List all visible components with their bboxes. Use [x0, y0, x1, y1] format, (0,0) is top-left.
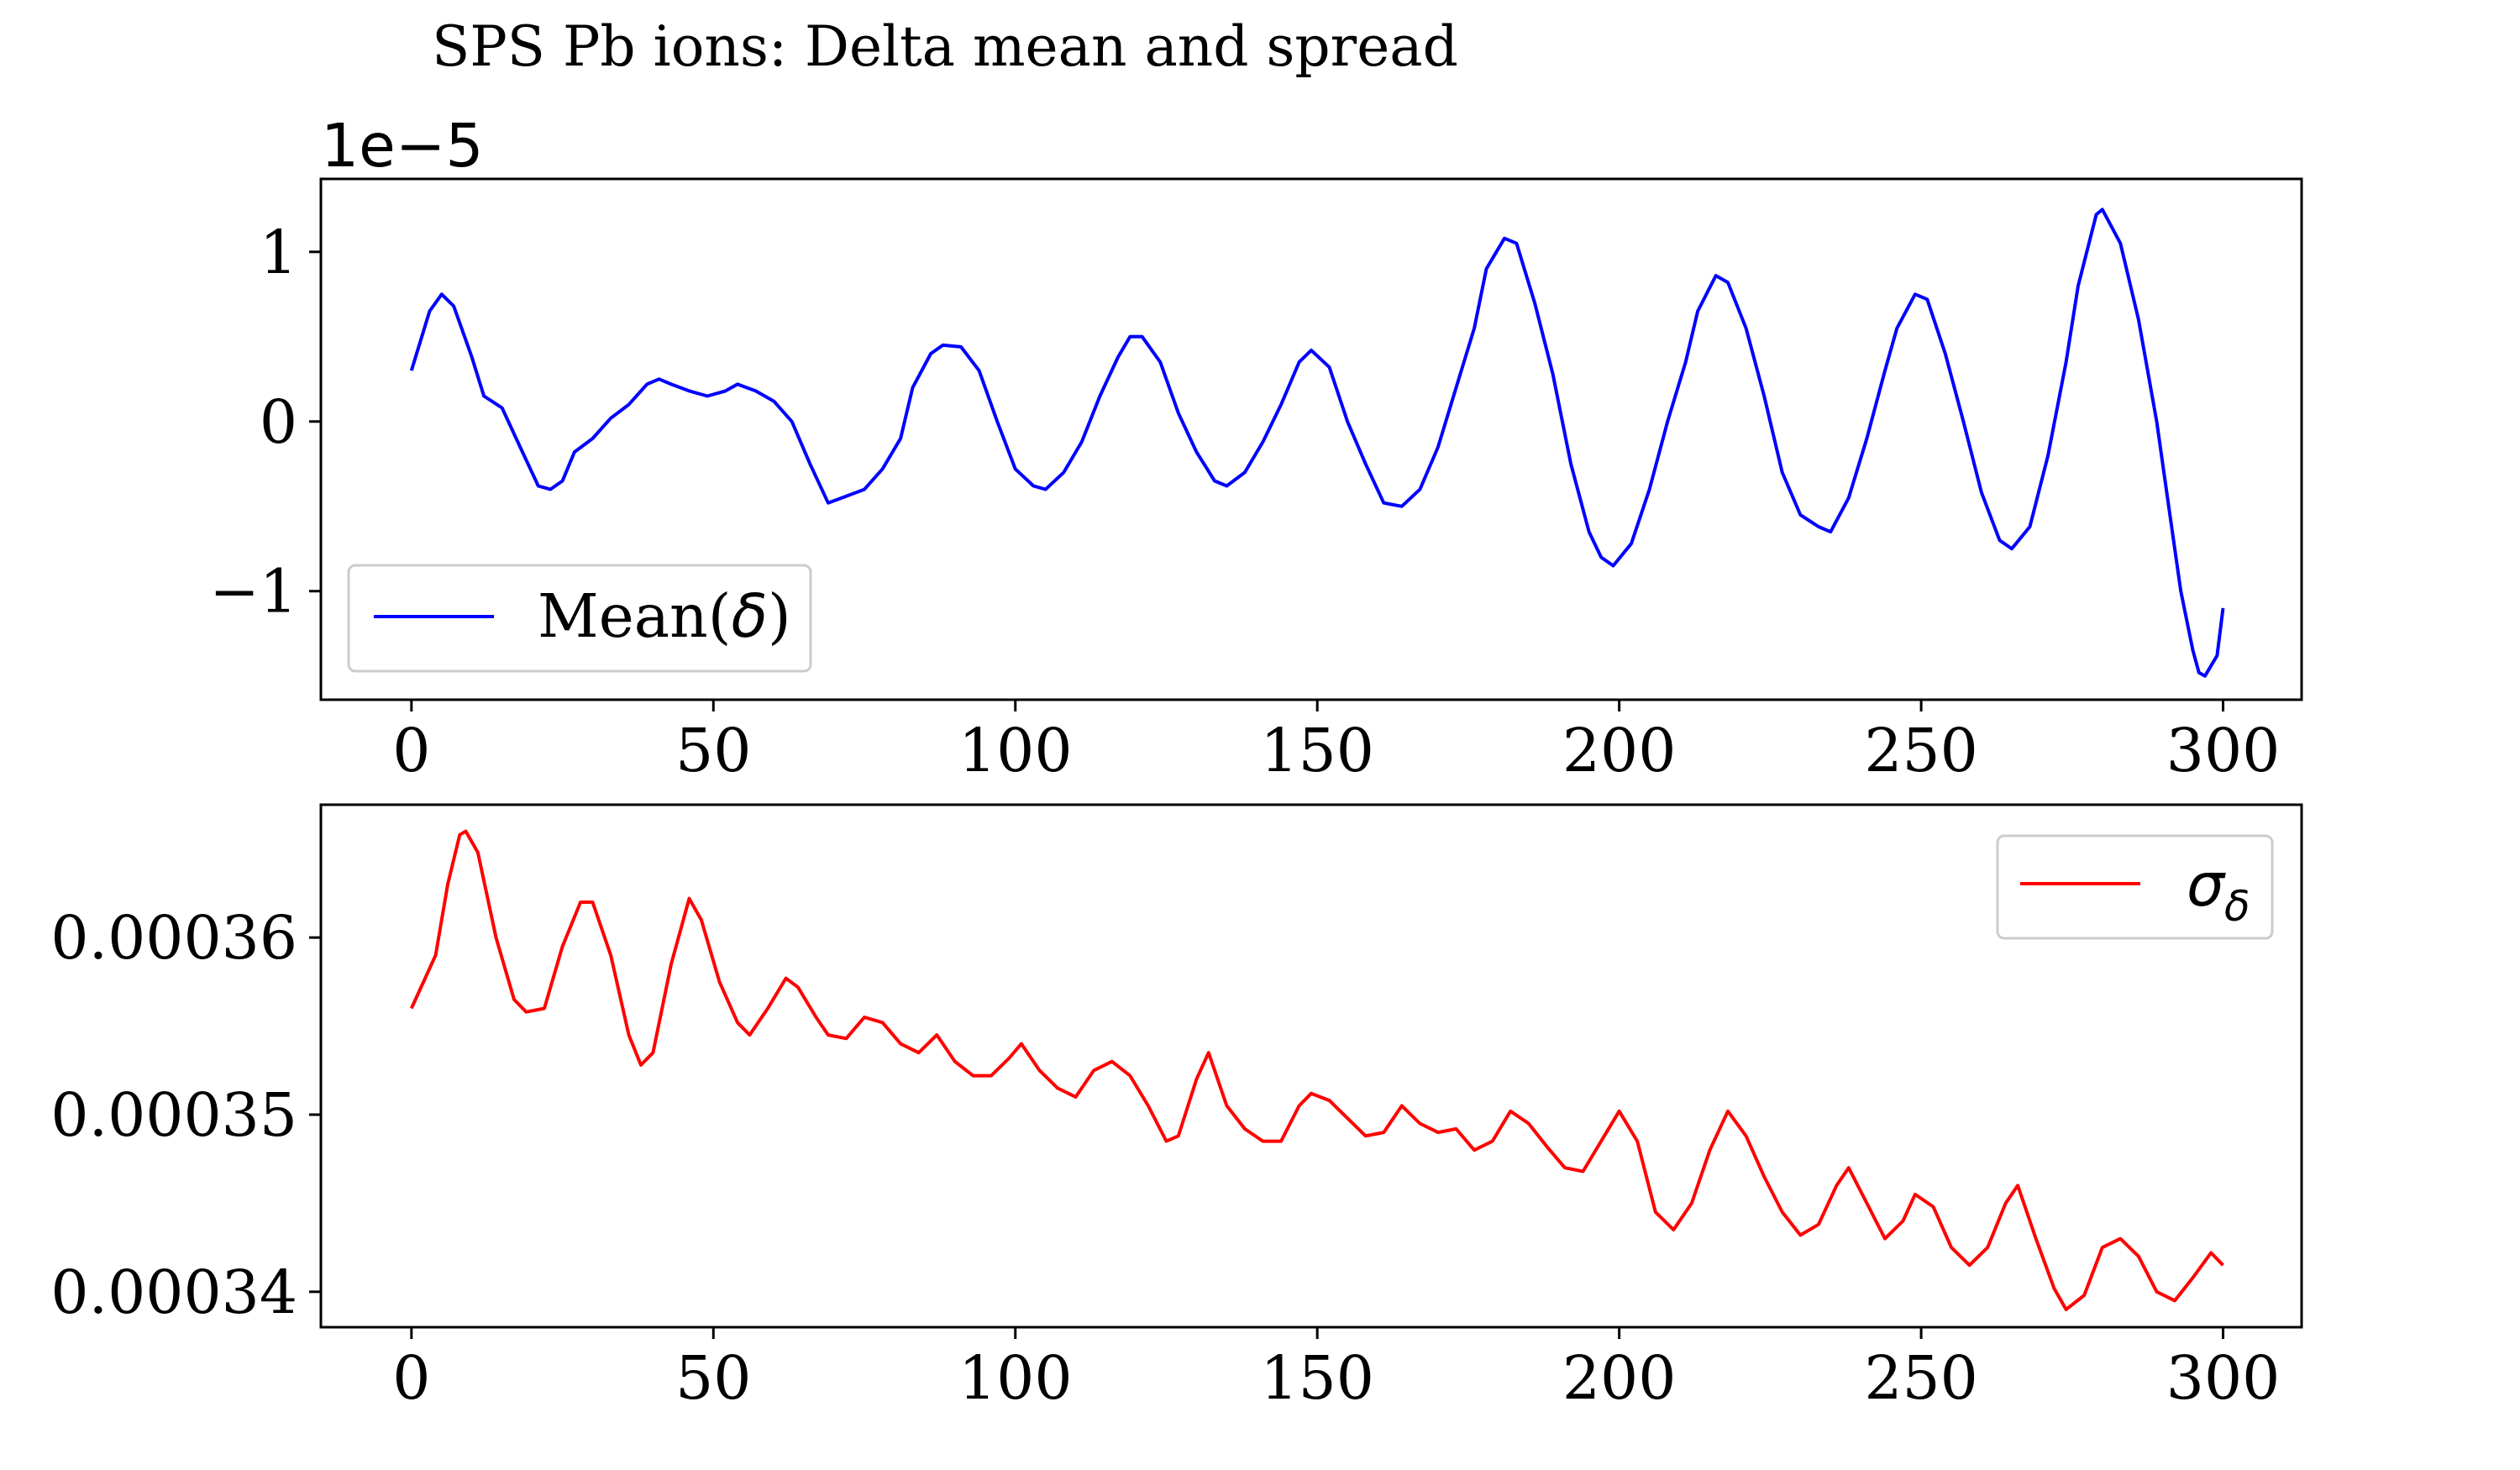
sigma-delta-x-axis: 0 50 100 150 200 250 300: [392, 1327, 2280, 1413]
sigma-delta-x-tick-label: 0: [392, 1343, 430, 1413]
mean-delta-series-line: [409, 207, 2225, 678]
mean-delta-y-tick-label: 0: [260, 387, 297, 457]
mean-delta-x-tick-label: 200: [1562, 716, 1677, 785]
mean-delta-x-tick-label: 100: [958, 716, 1073, 785]
mean-delta-offset-label: 1e−5: [321, 111, 484, 181]
sigma-delta-legend: σδ: [1996, 834, 2274, 940]
mean-delta-x-tick-label: 300: [2166, 716, 2281, 785]
mean-delta-panel: 0 50 100 150 200 250 300 1 0 −1 1e−5 Mean(δ): [209, 111, 2303, 785]
sigma-delta-x-tick-label: 100: [958, 1343, 1073, 1413]
mean-delta-x-tick-label: 0: [392, 716, 430, 785]
mean-delta-y-tick-label: 1: [260, 218, 297, 287]
mean-delta-x-tick-label: 250: [1864, 716, 1978, 785]
sigma-delta-y-axis: 0.00036 0.00035 0.00034: [50, 903, 321, 1327]
sigma-delta-x-tick-label: 200: [1562, 1343, 1677, 1413]
sigma-delta-axes-frame: [319, 803, 2303, 1329]
sigma-delta-x-tick-label: 300: [2166, 1343, 2281, 1413]
sigma-delta-y-tick-label: 0.00035: [50, 1080, 297, 1150]
mean-delta-legend: Mean(δ): [347, 564, 812, 673]
sigma-delta-legend-label: σδ: [2187, 850, 2250, 931]
sigma-delta-y-tick-label: 0.00034: [50, 1257, 297, 1327]
sigma-delta-x-tick-label: 50: [675, 1343, 751, 1413]
mean-delta-y-axis: 1 0 −1: [209, 218, 321, 627]
mean-delta-x-axis: 0 50 100 150 200 250 300: [392, 700, 2280, 785]
sigma-delta-x-tick-label: 250: [1864, 1343, 1978, 1413]
mean-delta-x-tick-label: 50: [675, 716, 751, 785]
mean-delta-x-tick-label: 150: [1260, 716, 1374, 785]
mean-delta-axes-frame: [319, 177, 2303, 701]
mean-delta-legend-label: Mean(δ): [538, 581, 791, 651]
figure-title: SPS Pb ions: Delta mean and spread: [432, 14, 1458, 79]
sigma-delta-x-tick-label: 150: [1260, 1343, 1374, 1413]
sigma-delta-panel: 0 50 100 150 200 250 300 0.00036 0.00035 0.00034…: [50, 803, 2303, 1413]
mean-delta-y-tick-label: −1: [209, 557, 297, 627]
sigma-delta-y-tick-label: 0.00036: [50, 903, 297, 973]
sigma-delta-series-line: [409, 829, 2224, 1311]
